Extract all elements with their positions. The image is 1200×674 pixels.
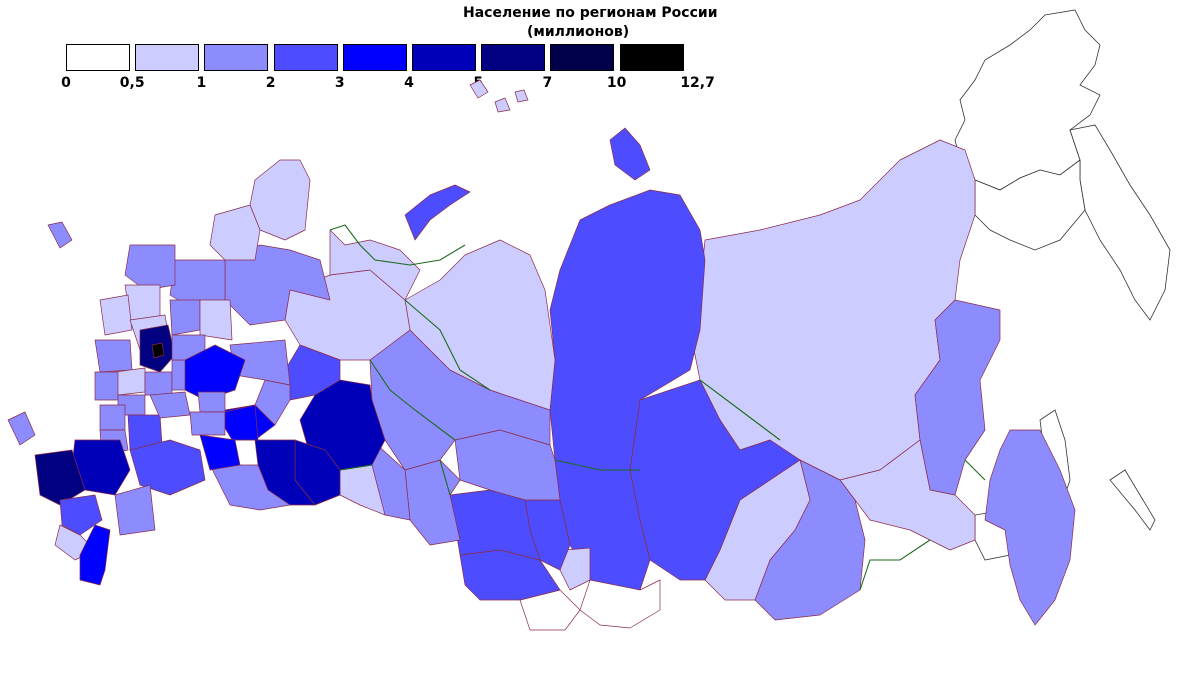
- region-karelia: [209, 204, 261, 261]
- legend-swatch: [204, 44, 269, 71]
- region-kalmykia-astrakhan: [114, 484, 156, 536]
- region-tula: [144, 371, 173, 396]
- legend-tick-label: 12,7: [680, 75, 715, 91]
- region-bryansk: [94, 371, 119, 401]
- region-stavropol: [59, 494, 103, 536]
- region-samara: [224, 404, 259, 441]
- region-yamalo-nenets: [404, 239, 556, 411]
- region-crimea: [7, 411, 36, 446]
- legend-swatch: [619, 44, 684, 71]
- legend-tick-label: 7: [542, 75, 553, 91]
- region-penza: [189, 411, 226, 436]
- region-arkhangelsk: [224, 244, 331, 326]
- legend-swatch: [135, 44, 200, 71]
- legend-tick-label: 10: [606, 75, 627, 91]
- legend-tick-label: 2: [265, 75, 276, 91]
- region-saratov: [199, 434, 241, 471]
- region-kaluga: [114, 367, 146, 396]
- region-novaya-zemlya: [404, 184, 471, 241]
- legend-swatch: [481, 44, 546, 71]
- region-kaliningrad: [47, 221, 73, 249]
- region-mordovia: [197, 391, 226, 413]
- region-nizhny-novgorod: [184, 344, 246, 401]
- region-volgograd: [129, 439, 206, 496]
- region-krasnodar: [34, 449, 86, 506]
- map-subtitle-units: (миллионов): [527, 24, 630, 40]
- region-magadan: [974, 159, 1086, 251]
- legend-swatch: [550, 44, 615, 71]
- federal-district-borders: [329, 224, 986, 591]
- legend-tick-label: 1: [196, 75, 207, 91]
- region-kursk: [99, 404, 126, 431]
- legend-tick-label: 0: [61, 75, 71, 91]
- legend-swatch: [342, 44, 407, 71]
- region-tambov: [149, 391, 191, 419]
- region-kostroma: [199, 299, 233, 341]
- region-amur: [839, 439, 976, 551]
- region-omsk: [404, 459, 461, 546]
- legend-swatch: [66, 44, 130, 71]
- region-arctic-islands: [469, 79, 529, 113]
- region-yaroslavl: [169, 299, 201, 336]
- legend-tick-label: 0,5: [119, 75, 145, 91]
- region-leningrad: [124, 244, 176, 291]
- region-kuril: [1109, 469, 1156, 531]
- map-title: Население по регионам России: [463, 5, 718, 21]
- legend-tick-label: 4: [404, 75, 414, 91]
- region-dagestan: [79, 524, 111, 586]
- region-smolensk: [94, 339, 133, 373]
- region-nenets: [329, 229, 421, 301]
- legend-swatch: [412, 44, 476, 71]
- region-pskov: [99, 294, 133, 336]
- region-tyva: [579, 579, 661, 629]
- region-orenburg: [209, 464, 291, 511]
- region-moscow-city: [151, 342, 165, 359]
- region-primorsky: [984, 429, 1076, 626]
- region-kamchatka: [1069, 124, 1171, 321]
- legend-swatch: [273, 44, 338, 71]
- region-taimyr-islands: [609, 127, 651, 181]
- legend-tick-label: 3: [334, 75, 345, 91]
